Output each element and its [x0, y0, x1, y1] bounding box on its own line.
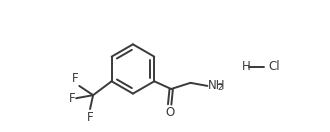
Text: NH: NH	[208, 79, 226, 92]
Text: Cl: Cl	[269, 60, 280, 73]
Text: F: F	[72, 72, 79, 85]
Text: 2: 2	[217, 83, 223, 92]
Text: H: H	[242, 60, 250, 73]
Text: O: O	[165, 106, 174, 119]
Text: F: F	[87, 111, 93, 124]
Text: F: F	[69, 92, 76, 105]
